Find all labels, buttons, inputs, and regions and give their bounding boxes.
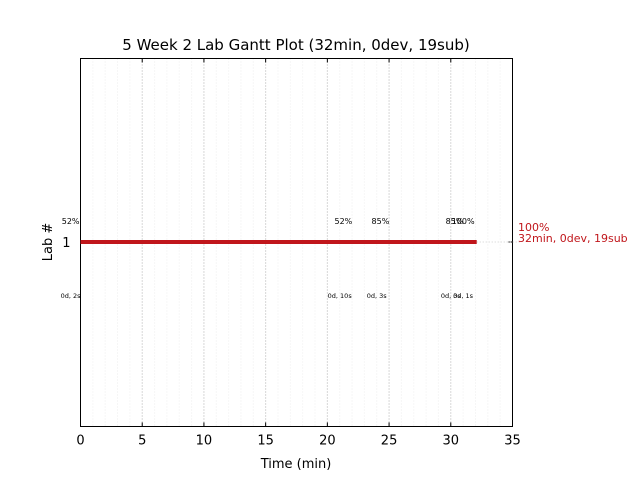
end-label-summary: 32min, 0dev, 19sub	[518, 232, 628, 245]
x-axis-label: Time (min)	[260, 457, 332, 472]
annotation-percent: 85%	[446, 217, 464, 226]
annotation-duration: 0d, 3s	[441, 292, 462, 300]
annotation-duration: 0d, 1s	[453, 292, 474, 300]
annotation-duration: 0d, 2s	[61, 292, 82, 300]
annotation-duration: 0d, 3s	[367, 292, 388, 300]
end-label-percent: 100%	[518, 221, 549, 234]
x-tick-label: 5	[138, 434, 146, 449]
annotation-percent: 52%	[62, 217, 80, 226]
x-tick-label: 10	[196, 434, 213, 449]
x-axis-ticks: 0 5 10 15 20 25 30 35	[76, 58, 521, 449]
x-tick-label: 15	[257, 434, 274, 449]
annotation-percent: 100%	[452, 217, 475, 226]
x-tick-label: 30	[443, 434, 460, 449]
bar-annotations: 52% 52% 85% 85%100%0d, 2s 0d, 10s 0d, 3s 0d, 3…	[61, 217, 475, 300]
annotation-percent: 85%	[372, 217, 390, 226]
x-tick-label: 0	[76, 434, 84, 449]
y-axis-label: Lab #	[41, 223, 56, 262]
y-tick-label: 1	[62, 236, 70, 251]
annotation-duration: 0d, 10s	[328, 292, 353, 300]
x-tick-label: 20	[319, 434, 336, 449]
x-tick-label: 35	[504, 434, 521, 449]
x-tick-label: 25	[381, 434, 398, 449]
chart-title: 5 Week 2 Lab Gantt Plot (32min, 0dev, 19…	[122, 36, 469, 54]
annotation-percent: 52%	[335, 217, 353, 226]
